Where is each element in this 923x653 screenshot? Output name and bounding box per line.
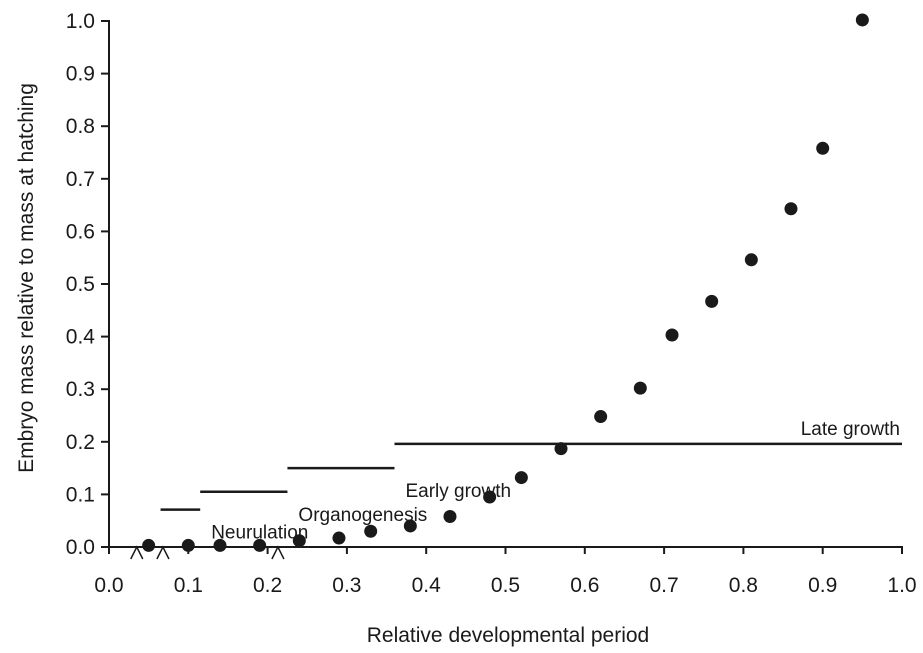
x-tick-label: 0.7 [649, 574, 678, 597]
x-tick-label: 0.2 [253, 574, 282, 597]
data-point [142, 538, 156, 552]
data-point [181, 538, 195, 552]
data-point [514, 471, 528, 485]
x-axis-break-mark [156, 545, 170, 560]
data-point [744, 253, 758, 267]
data-point [665, 328, 679, 342]
x-axis-break-mark [130, 545, 144, 560]
y-tick-label: 0.3 [66, 378, 95, 401]
x-tick-label: 0.0 [94, 574, 123, 597]
y-tick-label: 0.2 [66, 431, 95, 454]
data-point [784, 202, 798, 216]
y-tick-label: 0.6 [66, 220, 95, 243]
data-point [705, 294, 719, 308]
y-tick-label: 0.9 [66, 63, 95, 86]
data-point [292, 534, 306, 548]
data-point [403, 519, 417, 533]
data-point [594, 410, 608, 424]
phase-label: Neurulation [211, 523, 308, 544]
data-point [816, 141, 830, 155]
data-points [142, 13, 869, 552]
x-tick-label: 0.4 [412, 574, 442, 597]
data-point [633, 381, 647, 395]
data-point [253, 538, 267, 552]
x-tick-label: 0.6 [570, 574, 599, 597]
x-axis-break-mark [271, 545, 285, 560]
axes [108, 20, 903, 560]
x-tick-label: 0.1 [174, 574, 203, 597]
data-point [332, 531, 346, 545]
y-tick-label: 0.1 [66, 483, 95, 506]
x-tick-label: 0.3 [332, 574, 361, 597]
y-tick-label: 0.8 [66, 115, 95, 138]
y-axis-ticks: 0.0 0.1 0.2 0.3 0.4 0.5 0.6 0.7 0.8 0.9 1.0 [66, 10, 109, 559]
data-point [554, 442, 568, 456]
data-point [364, 524, 378, 538]
y-tick-label: 0.7 [66, 168, 95, 191]
y-tick-label: 0.4 [66, 326, 96, 349]
x-tick-label: 0.8 [729, 574, 758, 597]
data-point [213, 538, 227, 552]
y-tick-label: 1.0 [66, 10, 95, 33]
x-axis-ticks: 0.0 0.1 0.2 0.3 0.4 0.5 0.6 0.7 0.8 0.9 1.0 [94, 547, 917, 597]
x-tick-label: 0.9 [808, 574, 837, 597]
phase-label: Late growth [801, 419, 900, 440]
y-tick-label: 0.5 [66, 273, 95, 296]
x-tick-label: 1.0 [887, 574, 916, 597]
phase-label: Organogenesis [298, 505, 427, 526]
data-point [483, 490, 497, 504]
x-tick-label: 0.5 [491, 574, 520, 597]
x-axis-title: Relative developmental period [367, 624, 650, 647]
data-point [443, 509, 457, 523]
y-axis-title: Embryo mass relative to mass at hatching [15, 83, 38, 473]
y-tick-label: 0.0 [66, 536, 95, 559]
data-point [855, 13, 869, 27]
